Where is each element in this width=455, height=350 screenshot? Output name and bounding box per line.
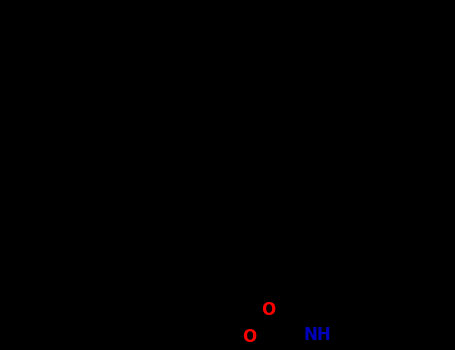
Text: NH: NH: [304, 327, 332, 344]
Text: O: O: [261, 301, 276, 320]
Text: O: O: [242, 328, 257, 346]
